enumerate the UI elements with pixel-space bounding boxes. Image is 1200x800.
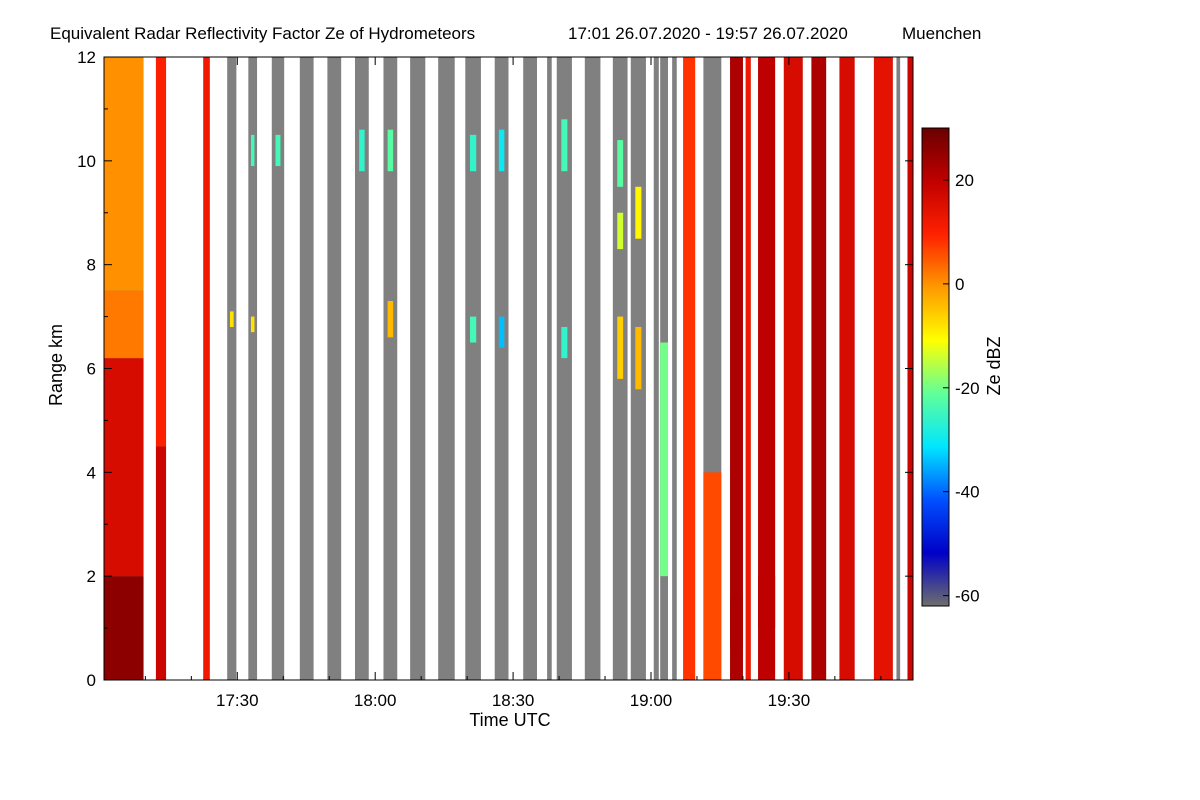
observation-column — [672, 57, 677, 680]
echo-segment — [745, 57, 751, 680]
echo-segment — [758, 57, 776, 680]
echo-segment — [469, 316, 477, 343]
observation-column — [547, 57, 552, 680]
echo-segment — [250, 316, 255, 333]
observation-column — [438, 57, 455, 680]
echo-segment — [811, 57, 827, 680]
chart-title: Equivalent Radar Reflectivity Factor Ze … — [50, 24, 475, 43]
echo-segment — [617, 316, 624, 379]
y-axis: 0 2 4 6 8 10 12 — [77, 48, 913, 690]
observation-column — [410, 57, 426, 680]
echo-segment — [469, 134, 477, 172]
echo-segment — [617, 212, 624, 250]
observation-column — [896, 57, 901, 680]
observation-column — [465, 57, 481, 680]
x-axis: 17:30 18:00 18:30 19:00 19:30 — [144, 57, 882, 710]
echo-segment — [155, 446, 167, 681]
observation-column — [299, 57, 314, 680]
echo-segment — [104, 358, 144, 577]
observation-column — [556, 57, 572, 680]
observation-column — [653, 57, 659, 680]
y-tick-label: 8 — [87, 256, 96, 275]
observation-column — [494, 57, 509, 680]
observation-column — [227, 57, 237, 680]
colorbar-tick-label: -60 — [955, 587, 980, 606]
x-tick-label: 17:30 — [216, 691, 259, 710]
echo-segment — [839, 57, 855, 680]
x-tick-label: 19:30 — [768, 691, 811, 710]
colorbar-tick-label: -40 — [955, 483, 980, 502]
y-axis-title: Range km — [46, 324, 66, 406]
x-tick-label: 18:00 — [354, 691, 397, 710]
observation-column — [584, 57, 601, 680]
observation-column — [248, 57, 258, 680]
observation-column — [271, 57, 285, 680]
echo-segment — [498, 129, 505, 172]
echo-segment — [635, 326, 642, 390]
echo-segment — [229, 311, 234, 327]
colorbar-tick-label: 20 — [955, 171, 974, 190]
echo-segment — [387, 129, 394, 172]
y-tick-label: 10 — [77, 152, 96, 171]
y-tick-label: 2 — [87, 567, 96, 586]
echo-segment — [104, 576, 144, 680]
echo-segment — [155, 57, 167, 447]
observation-column — [327, 57, 342, 680]
echo-segment — [104, 57, 144, 291]
echo-segment — [275, 134, 281, 167]
colorbar-tick-label: 0 — [955, 275, 964, 294]
echo-segment — [203, 57, 210, 680]
echo-segment — [873, 57, 893, 680]
echo-segment — [660, 342, 668, 577]
echo-segment — [783, 57, 803, 680]
chart-period: 17:01 26.07.2020 - 19:57 26.07.2020 — [568, 24, 848, 43]
colorbar-tick-label: -20 — [955, 379, 980, 398]
colorbar-axis: -60 -40 -20 0 20 — [943, 171, 980, 606]
colorbar-title: Ze dBZ — [984, 336, 1004, 395]
x-tick-label: 19:00 — [630, 691, 673, 710]
echo-segment — [387, 301, 394, 338]
x-tick-label: 18:30 — [492, 691, 535, 710]
chart-location: Muenchen — [902, 24, 981, 43]
echo-segment — [561, 119, 568, 172]
y-tick-label: 0 — [87, 671, 96, 690]
x-axis-title: Time UTC — [469, 710, 550, 730]
echo-segment — [561, 326, 568, 359]
y-tick-label: 12 — [77, 48, 96, 67]
echo-segment — [730, 57, 743, 680]
echo-segment — [250, 134, 255, 167]
observation-column — [354, 57, 369, 680]
echo-segment — [683, 57, 696, 680]
echo-segment — [359, 129, 365, 172]
observation-column — [383, 57, 398, 680]
echo-segment — [104, 290, 144, 359]
echo-segment — [617, 140, 624, 187]
y-tick-label: 6 — [87, 360, 96, 379]
echo-segment — [703, 472, 722, 680]
y-tick-label: 4 — [87, 463, 96, 482]
colorbar — [921, 127, 950, 607]
echo-segment — [498, 316, 505, 348]
observation-column — [523, 57, 537, 680]
echo-segment — [635, 186, 642, 239]
